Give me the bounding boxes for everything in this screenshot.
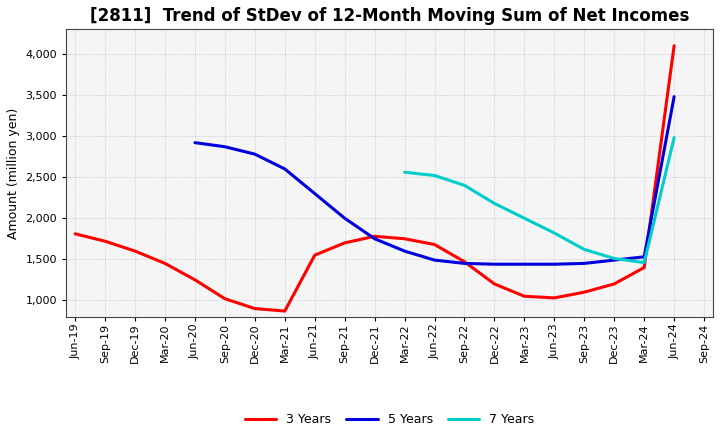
Title: [2811]  Trend of StDev of 12-Month Moving Sum of Net Incomes: [2811] Trend of StDev of 12-Month Moving… <box>90 7 689 25</box>
5 Years <box>460 261 469 266</box>
7 Years <box>610 256 618 261</box>
5 Years <box>580 261 588 266</box>
5 Years <box>341 216 349 221</box>
5 Years <box>431 257 439 263</box>
3 Years <box>400 236 409 242</box>
3 Years <box>640 265 649 270</box>
3 Years <box>341 240 349 246</box>
3 Years <box>490 281 499 286</box>
5 Years <box>610 257 618 263</box>
5 Years <box>400 249 409 254</box>
3 Years <box>550 295 559 301</box>
3 Years <box>460 259 469 264</box>
3 Years <box>370 234 379 239</box>
5 Years <box>191 140 199 145</box>
7 Years <box>670 135 678 140</box>
3 Years <box>251 306 259 311</box>
Line: 7 Years: 7 Years <box>405 138 674 263</box>
7 Years <box>460 183 469 188</box>
3 Years <box>101 238 109 244</box>
3 Years <box>520 293 528 299</box>
5 Years <box>670 94 678 99</box>
Y-axis label: Amount (million yen): Amount (million yen) <box>7 107 20 238</box>
3 Years <box>610 281 618 286</box>
5 Years <box>520 262 528 267</box>
3 Years <box>670 43 678 48</box>
3 Years <box>220 296 229 301</box>
3 Years <box>431 242 439 247</box>
3 Years <box>310 253 319 258</box>
3 Years <box>191 277 199 282</box>
7 Years <box>550 231 559 236</box>
3 Years <box>71 231 79 236</box>
5 Years <box>251 151 259 157</box>
5 Years <box>220 144 229 150</box>
5 Years <box>370 236 379 242</box>
5 Years <box>281 166 289 172</box>
7 Years <box>580 247 588 252</box>
7 Years <box>400 169 409 175</box>
3 Years <box>281 308 289 314</box>
5 Years <box>550 262 559 267</box>
Line: 5 Years: 5 Years <box>195 97 674 264</box>
7 Years <box>640 260 649 265</box>
3 Years <box>580 290 588 295</box>
5 Years <box>640 254 649 260</box>
7 Years <box>431 173 439 178</box>
Legend: 3 Years, 5 Years, 7 Years: 3 Years, 5 Years, 7 Years <box>240 408 539 431</box>
7 Years <box>520 216 528 221</box>
5 Years <box>310 191 319 196</box>
5 Years <box>490 262 499 267</box>
7 Years <box>490 201 499 206</box>
3 Years <box>131 249 140 254</box>
3 Years <box>161 261 169 266</box>
Line: 3 Years: 3 Years <box>75 46 674 311</box>
